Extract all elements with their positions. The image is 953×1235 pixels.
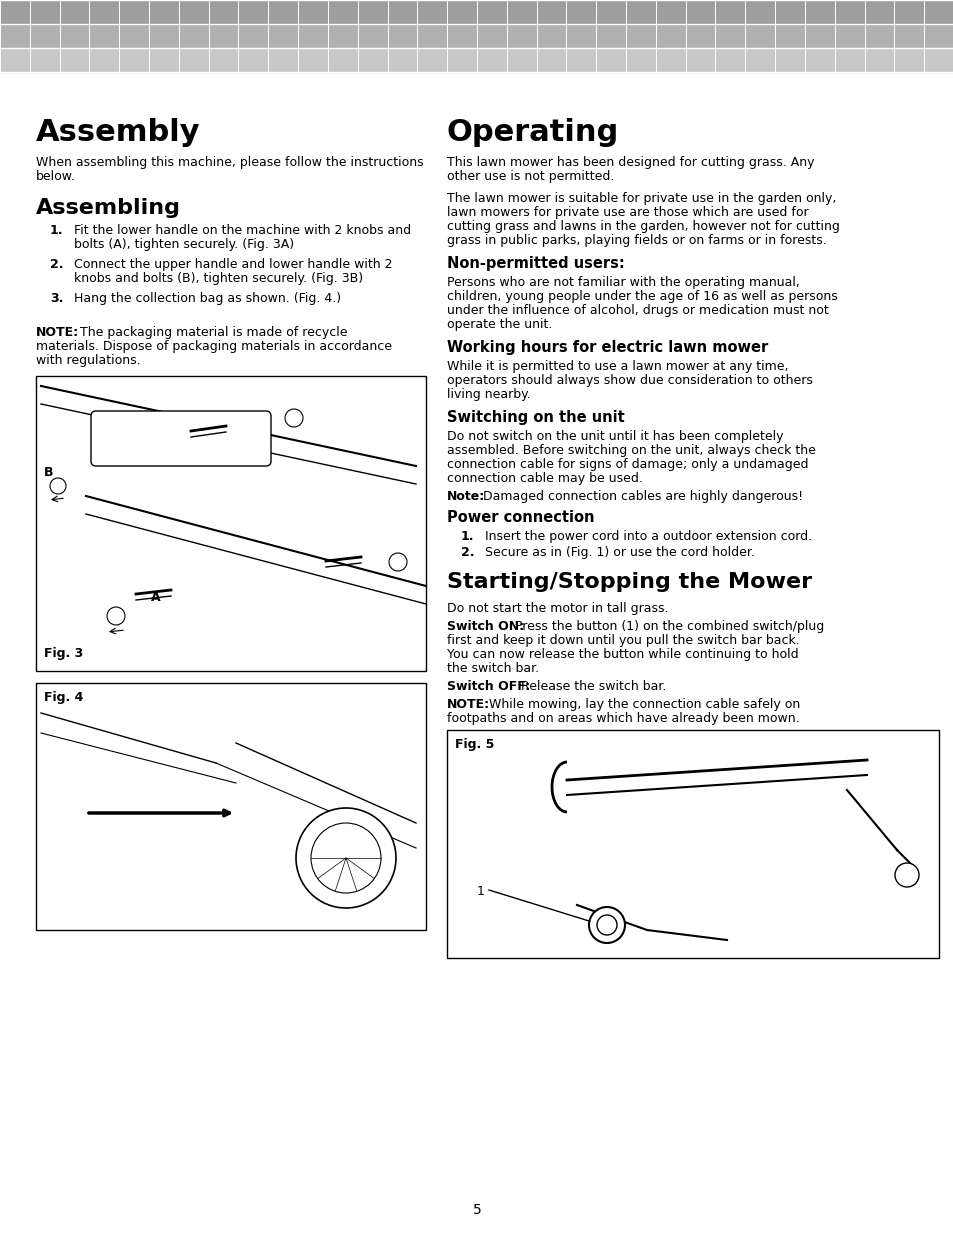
Text: This lawn mower has been designed for cutting grass. Any: This lawn mower has been designed for cu… — [447, 156, 814, 169]
Text: materials. Dispose of packaging materials in accordance: materials. Dispose of packaging material… — [36, 340, 392, 353]
Text: Persons who are not familiar with the operating manual,: Persons who are not familiar with the op… — [447, 275, 799, 289]
Text: Press the button (1) on the combined switch/plug: Press the button (1) on the combined swi… — [515, 620, 823, 634]
Text: The lawn mower is suitable for private use in the garden only,: The lawn mower is suitable for private u… — [447, 191, 836, 205]
Text: Release the switch bar.: Release the switch bar. — [520, 680, 666, 693]
Text: Power connection: Power connection — [447, 510, 594, 525]
Bar — [447, 730, 938, 958]
Text: 5: 5 — [472, 1203, 481, 1216]
Circle shape — [588, 906, 624, 944]
Text: 2.: 2. — [460, 546, 474, 559]
Text: operators should always show due consideration to others: operators should always show due conside… — [447, 374, 812, 387]
Text: Assembling: Assembling — [36, 198, 181, 219]
Text: Switch ON:: Switch ON: — [447, 620, 523, 634]
Text: lawn mowers for private use are those which are used for: lawn mowers for private use are those wh… — [447, 206, 808, 219]
Text: A: A — [151, 592, 160, 604]
Text: connection cable may be used.: connection cable may be used. — [447, 472, 642, 485]
Bar — [0, 48, 953, 72]
Text: operate the unit.: operate the unit. — [447, 317, 552, 331]
Text: 2.: 2. — [50, 258, 64, 270]
Text: Note:: Note: — [447, 490, 485, 503]
Bar — [0, 23, 953, 48]
Text: Insert the power cord into a outdoor extension cord.: Insert the power cord into a outdoor ext… — [484, 530, 811, 543]
Text: connection cable for signs of damage; only a undamaged: connection cable for signs of damage; on… — [447, 458, 807, 471]
Circle shape — [597, 915, 617, 935]
Text: knobs and bolts (B), tighten securely. (Fig. 3B): knobs and bolts (B), tighten securely. (… — [74, 272, 363, 285]
Text: Secure as in (Fig. 1) or use the cord holder.: Secure as in (Fig. 1) or use the cord ho… — [484, 546, 754, 559]
Circle shape — [389, 553, 407, 571]
Text: Connect the upper handle and lower handle with 2: Connect the upper handle and lower handl… — [74, 258, 392, 270]
Text: B: B — [44, 466, 53, 479]
Text: other use is not permitted.: other use is not permitted. — [447, 170, 614, 183]
Circle shape — [295, 808, 395, 908]
Text: Assembly: Assembly — [36, 119, 200, 147]
Text: bolts (A), tighten securely. (Fig. 3A): bolts (A), tighten securely. (Fig. 3A) — [74, 238, 294, 251]
Circle shape — [50, 478, 66, 494]
Text: Do not switch on the unit until it has been completely: Do not switch on the unit until it has b… — [447, 430, 782, 443]
Text: Fig. 4: Fig. 4 — [44, 692, 83, 704]
Bar — [0, 0, 953, 23]
Text: NOTE:: NOTE: — [36, 326, 79, 338]
Circle shape — [894, 863, 918, 887]
Text: 3.: 3. — [50, 291, 63, 305]
Text: 1.: 1. — [50, 224, 64, 237]
Text: Hang the collection bag as shown. (Fig. 4.): Hang the collection bag as shown. (Fig. … — [74, 291, 341, 305]
Text: children, young people under the age of 16 as well as persons: children, young people under the age of … — [447, 290, 837, 303]
Text: While it is permitted to use a lawn mower at any time,: While it is permitted to use a lawn mowe… — [447, 359, 788, 373]
Text: While mowing, lay the connection cable safely on: While mowing, lay the connection cable s… — [489, 698, 800, 711]
FancyBboxPatch shape — [91, 411, 271, 466]
Text: cutting grass and lawns in the garden, however not for cutting: cutting grass and lawns in the garden, h… — [447, 220, 839, 233]
Text: Do not start the motor in tall grass.: Do not start the motor in tall grass. — [447, 601, 668, 615]
Text: with regulations.: with regulations. — [36, 354, 140, 367]
Circle shape — [107, 606, 125, 625]
Text: The packaging material is made of recycle: The packaging material is made of recycl… — [80, 326, 347, 338]
Text: Fig. 5: Fig. 5 — [455, 739, 494, 751]
Bar — [36, 683, 426, 930]
Circle shape — [311, 823, 380, 893]
Text: When assembling this machine, please follow the instructions: When assembling this machine, please fol… — [36, 156, 423, 169]
Text: Working hours for electric lawn mower: Working hours for electric lawn mower — [447, 340, 767, 354]
Text: Operating: Operating — [447, 119, 618, 147]
Text: Switching on the unit: Switching on the unit — [447, 410, 624, 425]
Text: Switch OFF:: Switch OFF: — [447, 680, 530, 693]
Text: footpaths and on areas which have already been mown.: footpaths and on areas which have alread… — [447, 713, 799, 725]
Text: Non-permitted users:: Non-permitted users: — [447, 256, 624, 270]
Text: Damaged connection cables are highly dangerous!: Damaged connection cables are highly dan… — [482, 490, 802, 503]
Text: NOTE:: NOTE: — [447, 698, 490, 711]
Text: Fit the lower handle on the machine with 2 knobs and: Fit the lower handle on the machine with… — [74, 224, 411, 237]
Text: below.: below. — [36, 170, 76, 183]
Text: assembled. Before switching on the unit, always check the: assembled. Before switching on the unit,… — [447, 445, 815, 457]
Text: Fig. 3: Fig. 3 — [44, 647, 83, 659]
Text: living nearby.: living nearby. — [447, 388, 530, 401]
Circle shape — [285, 409, 303, 427]
Text: grass in public parks, playing fields or on farms or in forests.: grass in public parks, playing fields or… — [447, 233, 826, 247]
Text: the switch bar.: the switch bar. — [447, 662, 538, 676]
Text: You can now release the button while continuing to hold: You can now release the button while con… — [447, 648, 798, 661]
Text: under the influence of alcohol, drugs or medication must not: under the influence of alcohol, drugs or… — [447, 304, 828, 317]
Text: 1.: 1. — [460, 530, 474, 543]
Text: Starting/Stopping the Mower: Starting/Stopping the Mower — [447, 572, 811, 592]
Text: 1: 1 — [476, 885, 484, 898]
Text: first and keep it down until you pull the switch bar back.: first and keep it down until you pull th… — [447, 634, 799, 647]
Bar — [36, 375, 426, 671]
